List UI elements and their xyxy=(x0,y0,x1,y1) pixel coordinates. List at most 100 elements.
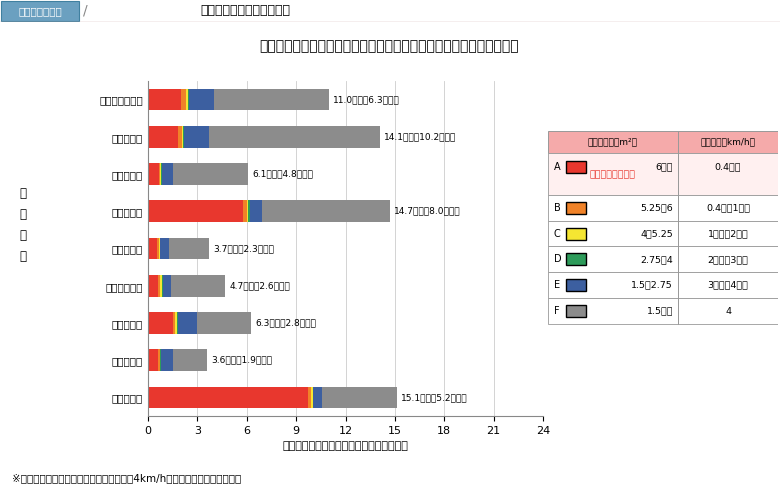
Bar xyxy=(158,350,160,371)
Bar xyxy=(158,275,161,297)
Bar xyxy=(186,89,188,110)
Text: 15.1時間（5.2時間）: 15.1時間（5.2時間） xyxy=(401,393,467,402)
FancyBboxPatch shape xyxy=(566,305,586,317)
Text: 1以上～2未満: 1以上～2未満 xyxy=(707,229,748,238)
Bar xyxy=(148,386,307,408)
Bar xyxy=(178,126,182,148)
Text: C: C xyxy=(554,229,561,239)
FancyBboxPatch shape xyxy=(548,153,678,195)
FancyBboxPatch shape xyxy=(548,131,778,153)
X-axis label: 平均所要時間（丸の内を起点）　［時間］: 平均所要時間（丸の内を起点） ［時間］ xyxy=(282,441,409,451)
Text: ※図中の（　）内の数値は，平常時に時速4km/hで歩行した場合の所要時間: ※図中の（ ）内の数値は，平常時に時速4km/hで歩行した場合の所要時間 xyxy=(12,474,241,484)
FancyBboxPatch shape xyxy=(566,279,586,291)
Text: 図２－３－４５: 図２－３－４５ xyxy=(18,6,62,16)
FancyBboxPatch shape xyxy=(678,220,778,246)
Bar xyxy=(188,89,189,110)
Text: 一斉帰宅による混雑の発生: 一斉帰宅による混雑の発生 xyxy=(200,4,290,18)
Text: 3以上～4未満: 3以上～4未満 xyxy=(707,281,749,290)
Bar xyxy=(307,386,311,408)
FancyBboxPatch shape xyxy=(678,153,778,195)
FancyBboxPatch shape xyxy=(678,298,778,324)
Bar xyxy=(172,164,248,185)
Bar xyxy=(248,200,250,222)
Bar xyxy=(246,200,248,222)
Bar xyxy=(243,200,246,222)
Text: F: F xyxy=(554,306,559,316)
Text: 丸の内を基点とした帰宅地別平均所要時間とその混雑度ランク別内訳: 丸の内を基点とした帰宅地別平均所要時間とその混雑度ランク別内訳 xyxy=(259,39,519,53)
Bar xyxy=(177,312,178,334)
Bar xyxy=(322,386,396,408)
FancyBboxPatch shape xyxy=(548,246,678,273)
Bar xyxy=(160,238,161,259)
Text: 0.4以下: 0.4以下 xyxy=(714,163,741,171)
Text: 6以上: 6以上 xyxy=(655,163,673,171)
Text: 1.5以下: 1.5以下 xyxy=(647,306,673,316)
Text: 6.3時間（2.8時間）: 6.3時間（2.8時間） xyxy=(255,319,316,327)
Text: 到
着
地
点: 到 着 地 点 xyxy=(20,187,27,263)
Bar xyxy=(148,275,158,297)
Bar xyxy=(148,312,172,334)
Text: 歩行速度（km/h）: 歩行速度（km/h） xyxy=(700,137,756,146)
Bar xyxy=(250,200,261,222)
Text: 4.7時間（2.6時間）: 4.7時間（2.6時間） xyxy=(229,281,290,290)
Bar xyxy=(148,350,158,371)
Bar xyxy=(162,275,163,297)
Bar xyxy=(160,350,161,371)
Bar xyxy=(163,275,171,297)
Bar xyxy=(158,164,161,185)
Bar xyxy=(158,238,160,259)
Text: 4: 4 xyxy=(725,306,731,316)
FancyBboxPatch shape xyxy=(566,253,586,266)
Bar xyxy=(148,164,158,185)
Bar xyxy=(161,238,168,259)
Text: 5.25～6: 5.25～6 xyxy=(640,203,673,212)
Text: D: D xyxy=(554,254,562,265)
Text: A: A xyxy=(554,162,561,172)
Bar xyxy=(148,238,157,259)
Bar xyxy=(314,386,322,408)
Bar xyxy=(182,126,183,148)
Bar xyxy=(184,126,209,148)
Bar xyxy=(168,238,209,259)
Bar xyxy=(161,350,172,371)
Text: 3.7時間（2.3時間）: 3.7時間（2.3時間） xyxy=(213,244,274,253)
Text: 14.1時間（10.2時間）: 14.1時間（10.2時間） xyxy=(385,133,456,141)
Text: （満員電車状態）: （満員電車状態） xyxy=(590,170,636,180)
Bar xyxy=(176,312,177,334)
Bar xyxy=(157,238,158,259)
Bar xyxy=(261,200,390,222)
Bar xyxy=(183,126,184,148)
Text: 11.0時間（6.3時間）: 11.0時間（6.3時間） xyxy=(333,95,400,104)
Bar xyxy=(209,126,380,148)
FancyBboxPatch shape xyxy=(1,1,79,21)
FancyBboxPatch shape xyxy=(678,246,778,273)
Text: 2以上～3未満: 2以上～3未満 xyxy=(707,255,749,264)
FancyBboxPatch shape xyxy=(566,202,586,214)
FancyBboxPatch shape xyxy=(678,195,778,220)
FancyBboxPatch shape xyxy=(566,161,586,173)
Text: E: E xyxy=(554,280,560,290)
Text: B: B xyxy=(554,203,561,213)
Bar xyxy=(197,312,251,334)
Bar xyxy=(148,89,181,110)
Text: 6.1時間（4.8時間）: 6.1時間（4.8時間） xyxy=(253,169,314,179)
Text: /: / xyxy=(83,4,87,18)
Bar xyxy=(172,312,176,334)
Bar xyxy=(313,386,314,408)
Text: 2.75～4: 2.75～4 xyxy=(640,255,673,264)
Text: 4～5.25: 4～5.25 xyxy=(640,229,673,238)
Bar xyxy=(178,312,197,334)
FancyBboxPatch shape xyxy=(548,220,678,246)
Bar xyxy=(311,386,313,408)
Bar xyxy=(148,126,178,148)
Bar xyxy=(172,350,207,371)
Bar xyxy=(148,200,243,222)
Text: 14.7時間（8.0時間）: 14.7時間（8.0時間） xyxy=(394,207,461,216)
FancyBboxPatch shape xyxy=(566,228,586,240)
Bar xyxy=(181,89,186,110)
FancyBboxPatch shape xyxy=(678,273,778,298)
Text: 混雑度（人／m²）: 混雑度（人／m²） xyxy=(588,137,638,146)
Bar xyxy=(189,89,214,110)
Bar xyxy=(161,275,162,297)
FancyBboxPatch shape xyxy=(548,195,678,220)
